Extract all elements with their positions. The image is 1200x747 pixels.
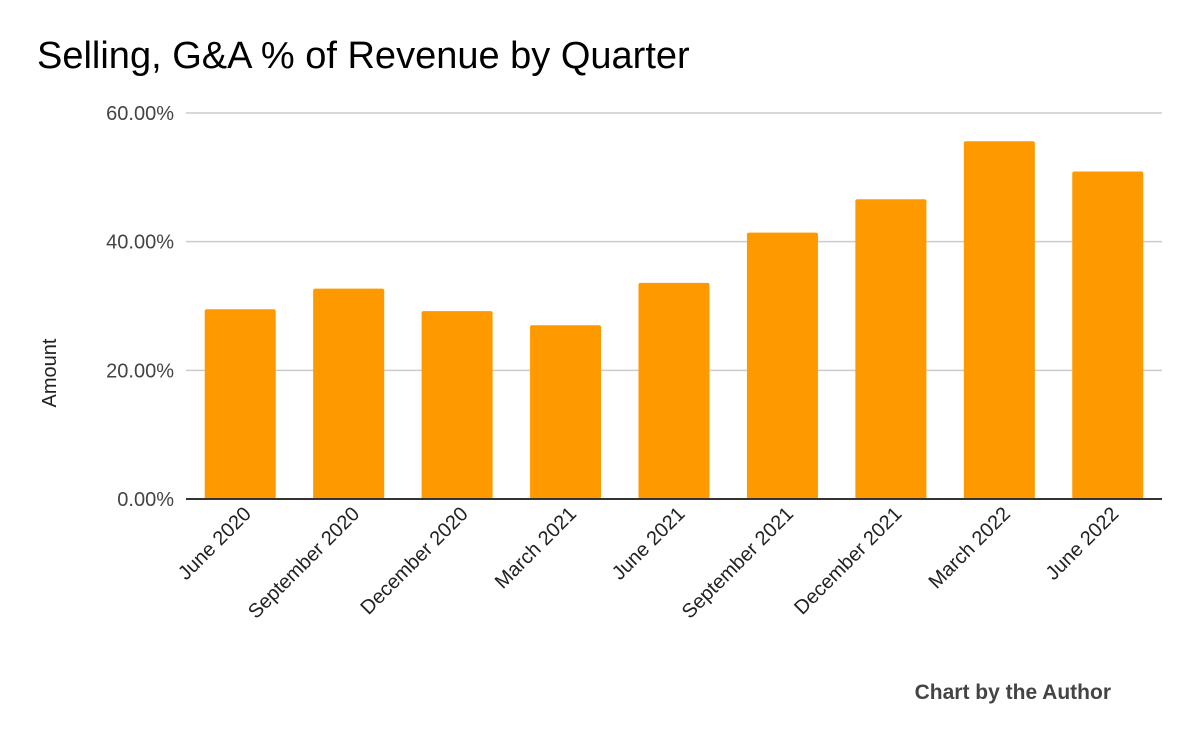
y-tick-label: 60.00% [106, 103, 174, 125]
y-tick-label: 40.00% [106, 232, 174, 254]
x-tick-label: June 2021 [608, 503, 690, 585]
y-tick-label: 0.00% [117, 489, 174, 511]
bar [204, 309, 276, 499]
x-tick-label: June 2022 [1042, 503, 1124, 585]
bar [313, 288, 385, 499]
y-axis-title: Amount [39, 338, 61, 407]
x-tick-label: December 2021 [790, 503, 906, 619]
x-tick-label: September 2020 [244, 503, 364, 623]
bar [530, 325, 602, 499]
x-tick-label: September 2021 [678, 503, 798, 623]
y-tick-label: 20.00% [106, 360, 174, 382]
bar [421, 311, 493, 499]
bars [204, 141, 1144, 499]
x-tick-label: March 2021 [491, 503, 581, 593]
x-tick-label: June 2020 [174, 503, 256, 585]
bar [1072, 171, 1144, 499]
bar [638, 282, 710, 499]
x-tick-label: December 2020 [356, 503, 472, 619]
bar [746, 232, 818, 499]
chart-title: Selling, G&A % of Revenue by Quarter [37, 35, 690, 77]
x-tick-label: March 2022 [925, 503, 1015, 593]
y-axis-ticks: 0.00% 20.00% 40.00% 60.00% [106, 103, 174, 511]
bar [855, 199, 927, 499]
chart-credit: Chart by the Author [915, 681, 1111, 704]
bar [963, 141, 1035, 499]
